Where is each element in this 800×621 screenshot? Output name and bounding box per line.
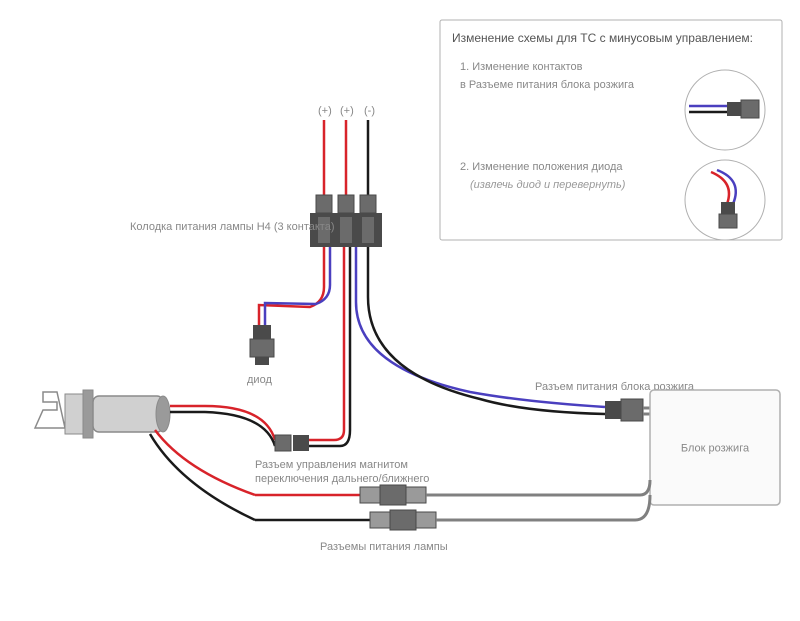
magnet-label-2: переключения дальнего/ближнего (255, 473, 429, 485)
lamp-conn-2-c (416, 512, 436, 528)
wire-red-magnet (334, 247, 344, 440)
lamp-conn-2-a (370, 512, 390, 528)
wire-lamp-black (150, 434, 255, 520)
info-step1b: в Разъеме питания блока розжига (460, 79, 635, 91)
lamp-conn-1-a (360, 487, 380, 503)
pin-label-plus1: (+) (318, 105, 332, 117)
ballast-power-plug-a (605, 401, 621, 419)
bulb-assembly (35, 390, 205, 438)
info-step1a: 1. Изменение контактов (460, 61, 583, 73)
diode-label: диод (247, 374, 272, 386)
ballast-box-label: Блок розжига (681, 443, 750, 455)
h4-label: Колодка питания лампы H4 (3 контакта) (130, 221, 334, 233)
lamp-conn-1-c (406, 487, 426, 503)
info-step2b: (извлечь диод и перевернуть) (470, 179, 626, 191)
magnet-connector-left (275, 435, 291, 451)
lamp-conn-2-b (390, 510, 416, 530)
wire-blue-diode (265, 247, 330, 325)
pin-label-minus: (-) (364, 105, 375, 117)
magnet-label-1: Разъем управления магнитом (255, 459, 408, 471)
lamp-power-label: Разъемы питания лампы (320, 541, 448, 553)
diode-plug-body (250, 339, 274, 357)
ballast-power-plug-b (621, 399, 643, 421)
diode-plug-top (253, 325, 271, 339)
info-title: Изменение схемы для ТС с минусовым управ… (452, 31, 753, 45)
magnet-connector-right (293, 435, 309, 451)
info-step2a: 2. Изменение положения диода (460, 161, 623, 173)
pin-label-plus2: (+) (340, 105, 354, 117)
wiring-diagram: Изменение схемы для ТС с минусовым управ… (0, 0, 800, 621)
lamp-conn-1-b (380, 485, 406, 505)
wire-red-diode (259, 247, 324, 325)
